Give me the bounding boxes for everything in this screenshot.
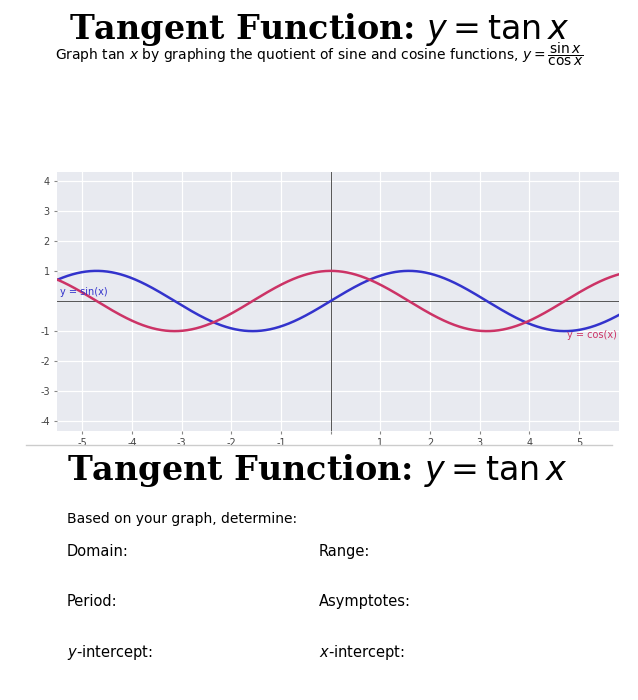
Text: Asymptotes:: Asymptotes: (319, 594, 411, 608)
Text: Domain:: Domain: (66, 544, 128, 559)
Text: $y$-intercept:: $y$-intercept: (66, 643, 152, 662)
Text: $x$-intercept:: $x$-intercept: (319, 643, 404, 662)
Text: Range:: Range: (319, 544, 371, 559)
Text: Tangent Function: $y = \tan x$: Tangent Function: $y = \tan x$ (69, 10, 569, 48)
Text: y = sin(x): y = sin(x) (60, 288, 108, 298)
Text: y = cos(x): y = cos(x) (567, 330, 616, 340)
Text: Based on your graph, determine:: Based on your graph, determine: (66, 512, 297, 526)
Text: Tangent Function: $y = \tan x$: Tangent Function: $y = \tan x$ (66, 452, 567, 489)
Text: Graph tan $x$ by graphing the quotient of sine and cosine functions, $y = \dfrac: Graph tan $x$ by graphing the quotient o… (55, 41, 583, 68)
Text: Period:: Period: (66, 594, 117, 608)
